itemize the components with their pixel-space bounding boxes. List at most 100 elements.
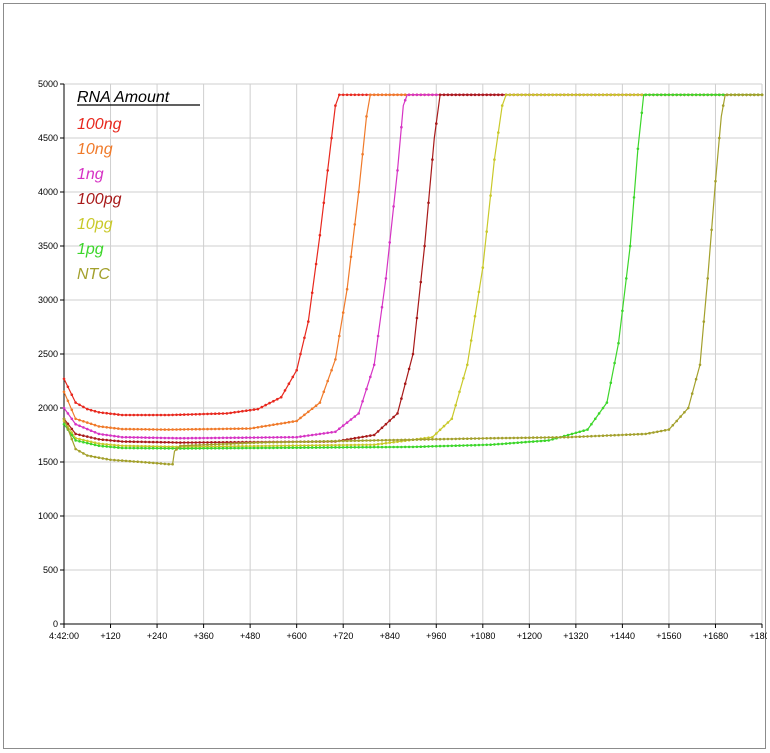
data-point [299, 444, 302, 447]
data-point [407, 445, 411, 449]
data-point [617, 433, 620, 437]
data-point [477, 93, 481, 97]
data-point [388, 419, 392, 422]
data-point [656, 93, 659, 97]
data-point [260, 441, 264, 444]
data-point [202, 443, 205, 447]
data-point [380, 426, 384, 430]
data-point [396, 93, 399, 97]
data-point [264, 403, 267, 407]
data-point [714, 179, 717, 183]
data-point [82, 438, 85, 442]
data-point [128, 440, 132, 443]
data-point [411, 352, 415, 356]
data-point [531, 93, 535, 97]
data-point [233, 442, 236, 445]
data-point [256, 407, 260, 411]
data-point [299, 440, 302, 444]
data-point [369, 439, 372, 442]
data-point [264, 446, 267, 450]
data-point [671, 424, 675, 427]
data-point [423, 438, 426, 441]
data-point [369, 445, 372, 449]
data-point [272, 446, 275, 450]
data-point [361, 439, 364, 442]
data-point [380, 305, 384, 309]
data-point [175, 441, 178, 444]
data-point [217, 445, 221, 448]
data-point [574, 431, 578, 435]
data-point [62, 377, 66, 381]
data-point [198, 447, 201, 450]
data-point [659, 93, 663, 97]
data-point [233, 427, 236, 431]
data-point [163, 462, 167, 466]
data-point [621, 93, 624, 97]
data-point [295, 440, 299, 444]
data-point [82, 452, 85, 455]
data-point [729, 93, 733, 97]
data-point [268, 444, 271, 448]
data-point [248, 408, 252, 412]
data-point [62, 406, 66, 410]
data-point [155, 461, 159, 465]
data-point [182, 444, 186, 447]
data-point [392, 445, 395, 449]
data-point [194, 447, 198, 450]
data-point [264, 424, 267, 428]
data-point [225, 445, 229, 448]
data-point [520, 436, 523, 440]
data-point [388, 241, 392, 244]
data-point [380, 445, 384, 449]
data-point [508, 93, 512, 97]
data-point [438, 428, 442, 432]
chart-frame: 0 500 1000 1500 2000 2500 3000 3500 4000 4500 5000… [3, 3, 767, 749]
data-point [481, 266, 485, 269]
data-point [318, 233, 322, 237]
data-point [489, 436, 492, 440]
data-point [74, 422, 77, 426]
data-point [128, 459, 132, 463]
data-point [144, 413, 147, 417]
data-point [105, 443, 108, 446]
data-point [318, 440, 322, 443]
data-point [718, 136, 721, 140]
data-point [435, 93, 438, 97]
data-point [369, 443, 372, 447]
data-point [237, 427, 240, 431]
data-point [225, 442, 229, 446]
data-point [625, 93, 628, 97]
data-point [400, 125, 403, 129]
data-point [283, 446, 287, 450]
data-point [357, 190, 361, 194]
x-tick-label: +1560 [656, 631, 681, 641]
data-point [659, 429, 663, 433]
data-point [136, 440, 139, 444]
data-point [120, 459, 124, 462]
data-point [167, 428, 170, 431]
data-point [493, 158, 496, 161]
data-point [151, 445, 155, 448]
data-point [217, 442, 221, 446]
data-point [120, 446, 124, 450]
data-point [237, 442, 240, 445]
data-point [388, 441, 392, 445]
data-point [113, 439, 116, 443]
data-point [640, 111, 644, 115]
data-point [171, 413, 174, 417]
data-point [524, 440, 527, 444]
data-point [299, 416, 302, 420]
data-point [252, 408, 256, 411]
data-point [636, 93, 640, 97]
data-point [365, 443, 368, 447]
data-point [632, 433, 636, 436]
data-point [117, 427, 120, 430]
data-point [357, 443, 361, 447]
data-point [376, 445, 380, 449]
data-point [423, 93, 426, 97]
data-point [283, 440, 287, 444]
data-point [206, 443, 209, 447]
data-point [128, 446, 132, 450]
data-point [380, 93, 384, 97]
data-point [237, 444, 240, 448]
